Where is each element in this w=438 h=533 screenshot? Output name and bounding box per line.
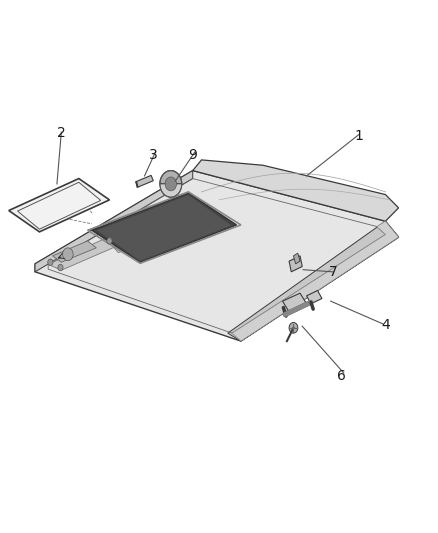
Circle shape (63, 248, 73, 261)
Circle shape (48, 259, 53, 265)
Polygon shape (35, 171, 399, 341)
Polygon shape (289, 256, 302, 272)
Polygon shape (283, 293, 307, 312)
Polygon shape (136, 181, 138, 188)
Text: 9: 9 (188, 148, 197, 161)
Polygon shape (53, 241, 96, 262)
Polygon shape (136, 175, 153, 187)
Text: 6: 6 (337, 369, 346, 383)
Circle shape (107, 238, 112, 244)
Polygon shape (307, 290, 322, 304)
Polygon shape (9, 179, 110, 232)
Polygon shape (35, 171, 193, 272)
Polygon shape (110, 225, 162, 247)
Wedge shape (160, 184, 182, 197)
Polygon shape (193, 160, 399, 221)
Circle shape (165, 177, 177, 191)
Polygon shape (228, 221, 399, 341)
Polygon shape (92, 193, 237, 262)
Polygon shape (114, 222, 145, 236)
Polygon shape (96, 195, 232, 261)
Text: 7: 7 (328, 265, 337, 279)
Text: 1: 1 (355, 129, 364, 143)
Polygon shape (48, 235, 131, 270)
Circle shape (289, 322, 298, 333)
Polygon shape (232, 221, 399, 341)
Polygon shape (293, 253, 300, 264)
Text: 3: 3 (149, 148, 158, 161)
Polygon shape (114, 235, 158, 253)
Circle shape (58, 264, 63, 271)
Text: 2: 2 (57, 126, 66, 140)
Wedge shape (160, 171, 182, 184)
Text: 4: 4 (381, 318, 390, 332)
